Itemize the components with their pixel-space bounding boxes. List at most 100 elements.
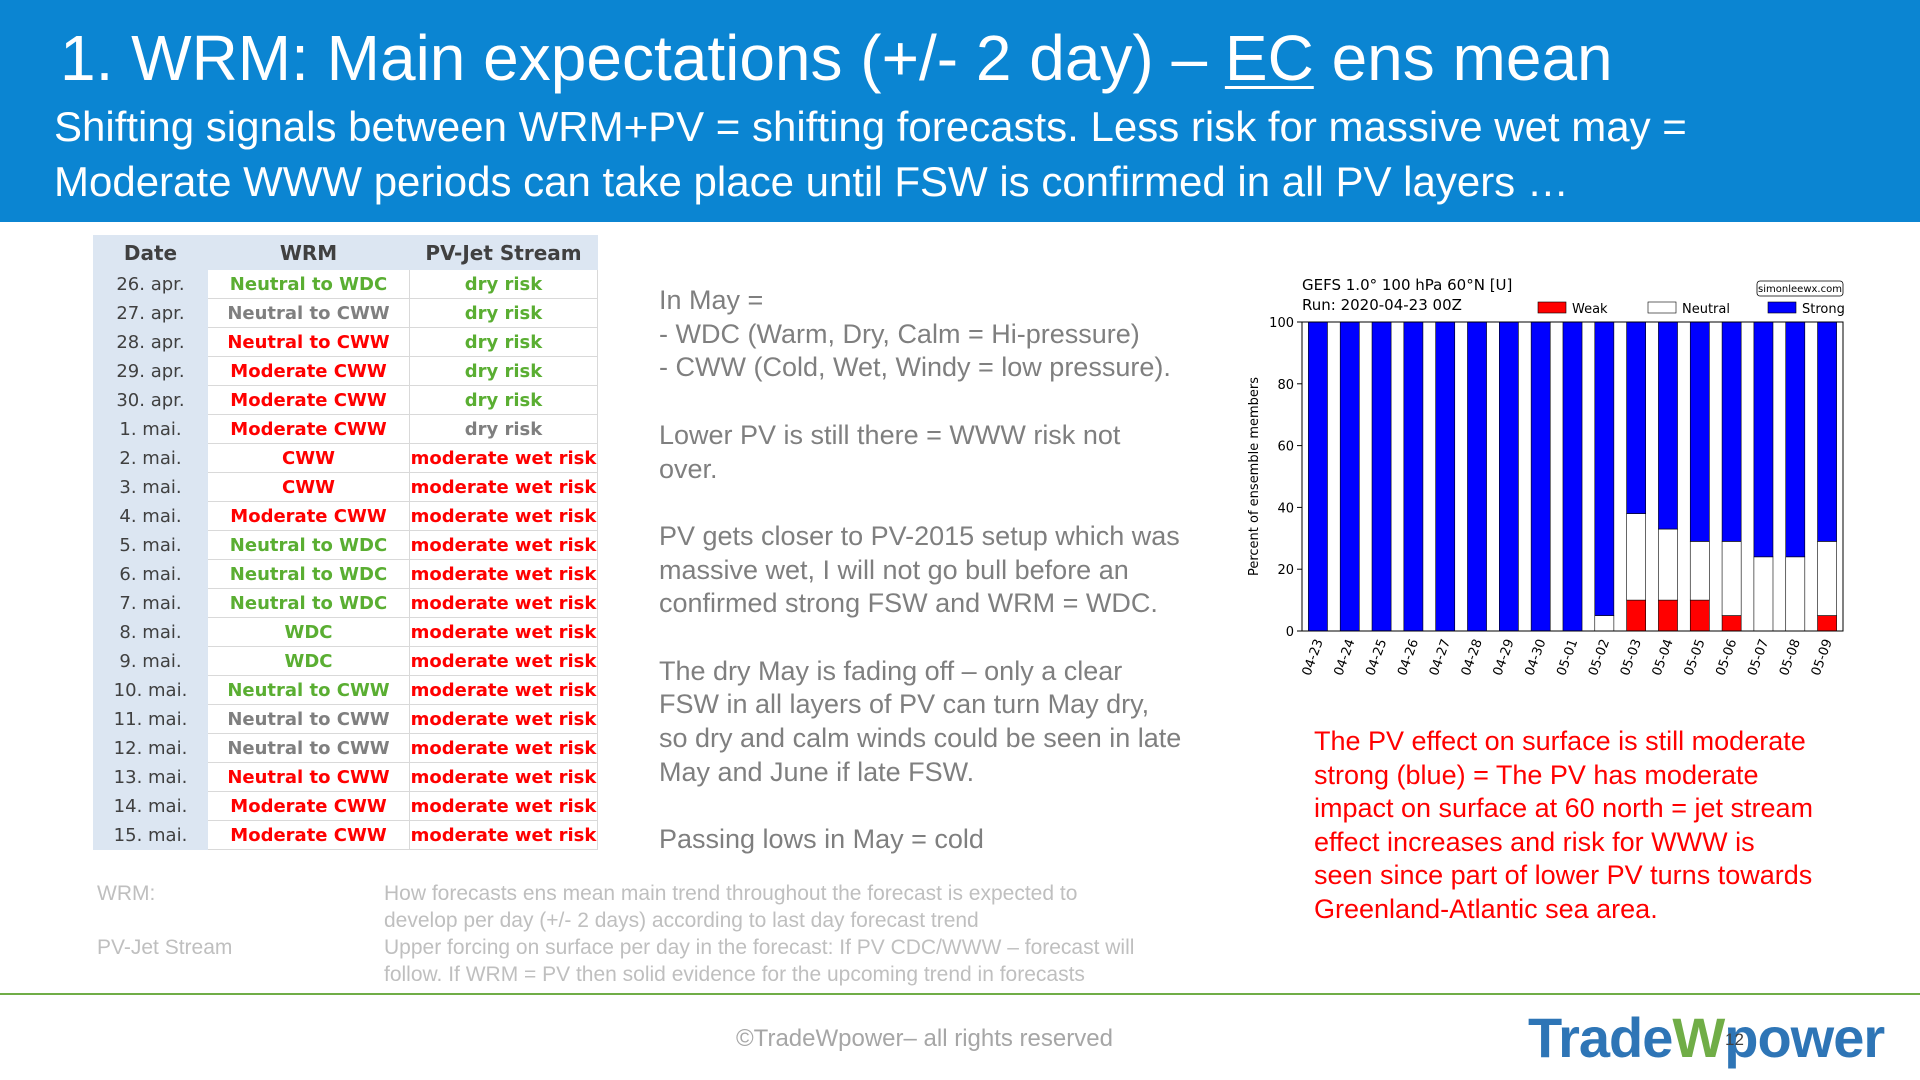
logo-text: W bbox=[1672, 1006, 1725, 1069]
paragraph: Lower PV is still there = WWW risk not ov… bbox=[659, 419, 1181, 486]
table-row: 5. mai. Neutral to WDC moderate wet risk bbox=[93, 530, 598, 560]
column-header: Date bbox=[93, 235, 208, 270]
pv-cell: moderate wet risk bbox=[409, 559, 598, 589]
text-line: May and June if late FSW. bbox=[659, 756, 975, 787]
text-line: FSW in all layers of PV can turn May dry… bbox=[659, 689, 1150, 720]
title-text: 1. WRM: Main expectations (+/- 2 day) – bbox=[60, 22, 1225, 94]
bar-segment bbox=[1689, 541, 1710, 601]
bar-segment bbox=[1339, 321, 1360, 632]
paragraph: In May = - WDC (Warm, Dry, Calm = Hi-pres… bbox=[659, 284, 1181, 385]
x-tick-label: 05-03 bbox=[1618, 637, 1645, 678]
table-row: 9. mai. WDC moderate wet risk bbox=[93, 646, 598, 676]
x-tick-label: 05-02 bbox=[1586, 637, 1613, 678]
bar-segment bbox=[1530, 321, 1551, 632]
table-row: 11. mai. Neutral to CWW moderate wet risk bbox=[93, 704, 598, 734]
table-row: 10. mai. Neutral to CWW moderate wet risk bbox=[93, 675, 598, 705]
wrm-cell: WDC bbox=[207, 646, 410, 676]
title-text: ens mean bbox=[1313, 22, 1613, 94]
table-row: 29. apr. Moderate CWW dry risk bbox=[93, 356, 598, 386]
title-underlined: EC bbox=[1224, 22, 1314, 94]
pv-cell: moderate wet risk bbox=[409, 820, 598, 850]
legend-swatch bbox=[1767, 301, 1797, 314]
note-line: seen since part of lower PV turns toward… bbox=[1314, 860, 1813, 891]
note-line: The PV effect on surface is still modera… bbox=[1314, 726, 1806, 756]
date-cell: 27. apr. bbox=[93, 298, 208, 328]
pv-cell: moderate wet risk bbox=[409, 733, 598, 763]
y-tick-label: 100 bbox=[1269, 316, 1294, 331]
legend-swatch bbox=[1647, 301, 1677, 314]
bar-segment bbox=[1626, 321, 1646, 514]
commentary: In May = - WDC (Warm, Dry, Calm = Hi-pres… bbox=[659, 284, 1181, 891]
date-cell: 15. mai. bbox=[93, 820, 208, 850]
table-row: 30. apr. Moderate CWW dry risk bbox=[93, 385, 598, 415]
wrm-cell: Neutral to WDC bbox=[207, 559, 410, 589]
table-row: 13. mai. Neutral to CWW moderate wet risk bbox=[93, 762, 598, 792]
wrm-cell: Moderate CWW bbox=[207, 356, 410, 386]
bar-segment bbox=[1371, 321, 1392, 632]
y-axis-label: Percent of ensemble members bbox=[1247, 377, 1262, 576]
wrm-cell: Moderate CWW bbox=[207, 385, 410, 415]
text-line: so dry and calm winds could be seen in l… bbox=[659, 723, 1182, 754]
bar-segment bbox=[1817, 541, 1837, 616]
bar-segment bbox=[1658, 599, 1678, 632]
definition-term: PV-Jet Stream bbox=[97, 936, 233, 959]
text-line: over. bbox=[659, 453, 718, 484]
wrm-cell: Moderate CWW bbox=[207, 501, 410, 531]
definition-text: Upper forcing on surface per day in the … bbox=[384, 936, 1135, 959]
wrm-cell: Neutral to CWW bbox=[207, 298, 410, 328]
date-cell: 12. mai. bbox=[93, 733, 208, 763]
pv-cell: dry risk bbox=[409, 327, 598, 357]
column-header: PV-Jet Stream bbox=[409, 235, 598, 270]
forecast-table: Date WRM PV-Jet Stream 26. apr. Neutral to … bbox=[93, 235, 598, 850]
date-cell: 6. mai. bbox=[93, 559, 208, 589]
wrm-cell: CWW bbox=[207, 443, 410, 473]
table-row: 7. mai. Neutral to WDC moderate wet risk bbox=[93, 588, 598, 618]
legend-label: Strong bbox=[1802, 302, 1845, 317]
paragraph: The dry May is fading off – only a clear… bbox=[659, 655, 1181, 790]
wrm-cell: Neutral to CWW bbox=[207, 327, 410, 357]
bar-segment bbox=[1626, 513, 1646, 601]
wrm-cell: Neutral to CWW bbox=[207, 733, 410, 763]
x-tick-label: 05-09 bbox=[1809, 637, 1836, 678]
table-row: 6. mai. Neutral to WDC moderate wet risk bbox=[93, 559, 598, 589]
definition-term: WRM: bbox=[97, 882, 156, 905]
date-cell: 30. apr. bbox=[93, 385, 208, 415]
column-header: WRM bbox=[207, 235, 410, 270]
wrm-cell: Neutral to CWW bbox=[207, 704, 410, 734]
bar-segment bbox=[1499, 321, 1519, 632]
definition-text: How forecasts ens mean main trend throug… bbox=[384, 882, 1078, 905]
x-tick-label: 04-29 bbox=[1491, 637, 1518, 678]
table-row: 26. apr. Neutral to WDC dry risk bbox=[93, 269, 598, 299]
date-cell: 5. mai. bbox=[93, 530, 208, 560]
x-tick-label: 04-25 bbox=[1363, 637, 1390, 678]
pv-cell: dry risk bbox=[409, 298, 598, 328]
wrm-cell: Neutral to WDC bbox=[207, 530, 410, 560]
x-tick-label: 04-24 bbox=[1331, 637, 1358, 678]
wrm-cell: Moderate CWW bbox=[207, 820, 410, 850]
note-line: Greenland-Atlantic sea area. bbox=[1314, 893, 1658, 924]
bar-segment bbox=[1403, 321, 1424, 632]
subtitle: Shifting signals between WRM+PV = shifti… bbox=[54, 103, 1687, 150]
bar-segment bbox=[1689, 599, 1710, 632]
bar-segment bbox=[1435, 321, 1456, 632]
logo: TradeWpower bbox=[1528, 1005, 1885, 1070]
text-line: Lower PV is still there = WWW risk not bbox=[659, 419, 1121, 450]
date-cell: 10. mai. bbox=[93, 675, 208, 705]
definition-text: follow. If WRM = PV then solid evidence … bbox=[384, 963, 1085, 986]
text-line: In May = bbox=[659, 285, 764, 315]
chart: GEFS 1.0° 100 hPa 60°N [U] Run: 2020-04-2… bbox=[1247, 276, 1845, 678]
y-tick-label: 60 bbox=[1277, 440, 1294, 455]
page-number: 12 bbox=[1725, 1030, 1744, 1049]
bar-segment bbox=[1721, 321, 1742, 542]
bar-segment bbox=[1658, 528, 1678, 601]
bar-segment bbox=[1594, 615, 1615, 632]
x-tick-label: 04-28 bbox=[1459, 637, 1486, 678]
pv-cell: moderate wet risk bbox=[409, 530, 598, 560]
bar-segment bbox=[1753, 556, 1774, 632]
logo-text: Trade bbox=[1528, 1006, 1673, 1069]
x-tick-label: 05-06 bbox=[1713, 637, 1740, 678]
chart-note: The PV effect on surface is still modera… bbox=[1314, 725, 1813, 927]
bar-segment bbox=[1594, 321, 1615, 616]
subtitle: Moderate WWW periods can take place unti… bbox=[54, 158, 1569, 205]
